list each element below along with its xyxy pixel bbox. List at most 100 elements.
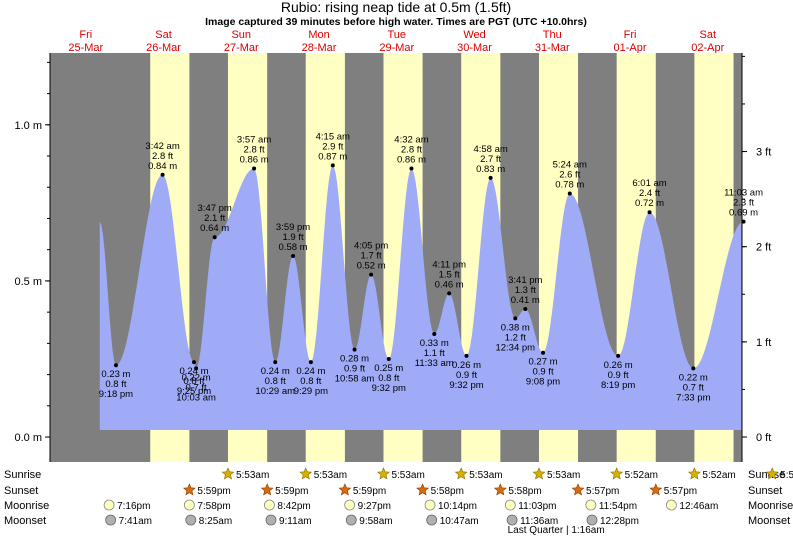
high-tide-label: 1.5 ft xyxy=(439,269,460,280)
astro-time: 9:27pm xyxy=(358,501,391,512)
low-tide-label: 1.2 ft xyxy=(505,332,526,343)
low-tide-label: 0.22 m xyxy=(182,372,211,383)
moonset-icon xyxy=(185,514,197,526)
day-label: Mon xyxy=(308,29,329,41)
high-tide-label: 4:15 am xyxy=(316,131,350,142)
moon-phase-label: Last Quarter | 1:16am xyxy=(508,525,605,536)
sunrise-icon xyxy=(765,467,779,480)
sunrise-icon xyxy=(687,467,701,480)
low-tide-label: 0.9 ft xyxy=(344,364,365,375)
high-tide-point xyxy=(409,166,414,171)
moonset-icon xyxy=(105,514,117,526)
high-tide-label: 0.87 m xyxy=(318,151,347,162)
moonrise-icon xyxy=(666,499,677,511)
astro-time: 10:47am xyxy=(440,516,479,527)
low-tide-label: 0.7 ft xyxy=(186,382,207,393)
astro-time: 5:59pm xyxy=(353,486,386,497)
astro-time: 7:58pm xyxy=(197,501,230,512)
high-tide-label: 0.86 m xyxy=(397,155,426,166)
high-tide-label: 2.9 ft xyxy=(322,141,343,152)
low-tide-label: 0.24 m xyxy=(296,366,325,377)
day-label: Fri xyxy=(624,29,637,41)
low-tide-label: 10:58 am xyxy=(335,374,375,385)
astro-time: 8:42pm xyxy=(277,501,310,512)
high-tide-label: 5:24 am xyxy=(553,159,587,170)
astro-time: 9:11am xyxy=(279,516,312,527)
high-tide-label: 3:41 pm xyxy=(508,275,542,286)
date-label: 29-Mar xyxy=(379,42,414,54)
high-tide-label: 0.69 m xyxy=(729,208,758,219)
astro-time: 12:28pm xyxy=(600,516,639,527)
right-tick-label: 1 ft xyxy=(756,337,771,349)
sunset-icon xyxy=(338,483,352,496)
astro-time: 5:52am xyxy=(780,470,793,481)
tide-area xyxy=(99,165,742,430)
high-tide-label: 1.7 ft xyxy=(361,251,382,262)
low-tide-label: 0.9 ft xyxy=(456,370,477,381)
high-tide-label: 0.72 m xyxy=(635,198,664,209)
astro-time: 5:59pm xyxy=(197,486,230,497)
high-tide-label: 2.6 ft xyxy=(559,169,580,180)
sunset-icon xyxy=(260,483,274,496)
moonrise-icon xyxy=(585,499,597,511)
astro-time: 11:03pm xyxy=(518,501,556,512)
astro-row-label-left: Sunset xyxy=(4,485,38,497)
astro-time: 5:58pm xyxy=(431,486,464,497)
moonset-icon xyxy=(506,514,518,526)
low-tide-label: 9:29 pm xyxy=(294,386,328,397)
astro-time: 5:53am xyxy=(391,470,424,481)
sunrise-icon xyxy=(299,467,313,480)
low-tide-label: 9:18 pm xyxy=(99,389,133,400)
high-tide-point xyxy=(330,163,335,168)
plot-area xyxy=(50,53,742,462)
high-tide-label: 0.58 m xyxy=(279,242,308,253)
astro-time: 8:25am xyxy=(199,516,232,527)
low-tide-label: 9:25 pm xyxy=(177,386,211,397)
sunset-icon xyxy=(182,483,196,496)
left-tick-label: 0.0 m xyxy=(14,432,42,444)
low-tide-label: 0.8 ft xyxy=(300,376,321,387)
date-label: 01-Apr xyxy=(614,42,647,54)
low-tide-label: 9:32 pm xyxy=(372,383,406,394)
high-tide-point xyxy=(647,210,652,215)
astro-time: 12:46am xyxy=(679,501,718,512)
low-tide-label: 0.9 ft xyxy=(608,370,629,381)
sunset-icon xyxy=(416,483,430,496)
high-tide-label: 2.1 ft xyxy=(204,213,225,224)
low-tide-label: 8:19 pm xyxy=(601,380,635,391)
day-label: Tue xyxy=(388,29,407,41)
astro-time: 11:36am xyxy=(520,516,558,527)
sunrise-icon xyxy=(377,467,390,480)
high-tide-label: 2.8 ft xyxy=(244,145,265,156)
low-tide-label: 1.1 ft xyxy=(424,348,445,359)
high-tide-label: 1.9 ft xyxy=(282,232,303,243)
low-tide-point xyxy=(541,350,546,355)
high-tide-point xyxy=(447,291,452,296)
right-tick-label: 2 ft xyxy=(756,242,771,254)
astro-row-label-right: Moonset xyxy=(748,515,790,527)
date-label: 02-Apr xyxy=(691,42,724,54)
low-tide-label: 0.7 ft xyxy=(683,382,704,393)
high-tide-label: 3:59 pm xyxy=(276,222,310,233)
astro-time: 5:53am xyxy=(469,470,502,481)
high-tide-point xyxy=(252,166,257,171)
low-tide-point xyxy=(308,360,313,365)
sunset-icon xyxy=(649,483,663,496)
high-tide-label: 2.7 ft xyxy=(480,154,501,165)
high-tide-label: 2.8 ft xyxy=(152,151,173,162)
low-tide-label: 0.24 m xyxy=(179,366,208,377)
right-tick-label: 3 ft xyxy=(756,147,771,159)
tide-labels: 0.23 m0.8 ft9:18 pm3:42 am2.8 ft0.84 m0.… xyxy=(99,131,763,403)
low-tide-label: 9:32 pm xyxy=(449,380,483,391)
high-tide-label: 4:58 am xyxy=(473,144,507,155)
moonset-icon xyxy=(426,514,438,526)
astro-time: 10:14pm xyxy=(438,501,477,512)
chart-title: Rubio: rising neap tide at 0.5m (1.5ft) xyxy=(281,0,511,15)
moonset-icon xyxy=(345,514,357,526)
moonrise-icon xyxy=(183,499,195,511)
low-tide-point xyxy=(432,331,437,336)
high-tide-label: 4:05 pm xyxy=(354,241,388,252)
high-tide-point xyxy=(741,219,746,224)
axes: 0.0 m 0.5 m 1.0 m 0 ft 1 ft 2 ft 3 ft xyxy=(14,53,771,462)
